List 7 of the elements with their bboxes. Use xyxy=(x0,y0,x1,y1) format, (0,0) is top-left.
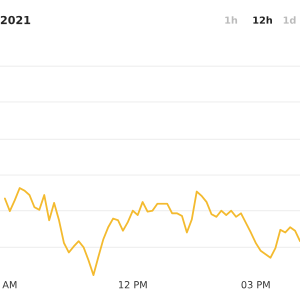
x-tick-label: 03 PM xyxy=(242,281,270,288)
x-tick-label: 12 PM xyxy=(119,281,147,288)
text: 1h xyxy=(225,16,238,24)
x-tick-label: AM xyxy=(2,281,16,288)
chart-title: 2021 xyxy=(0,16,30,24)
text: 12h xyxy=(253,16,272,24)
text: 1d xyxy=(284,16,296,24)
